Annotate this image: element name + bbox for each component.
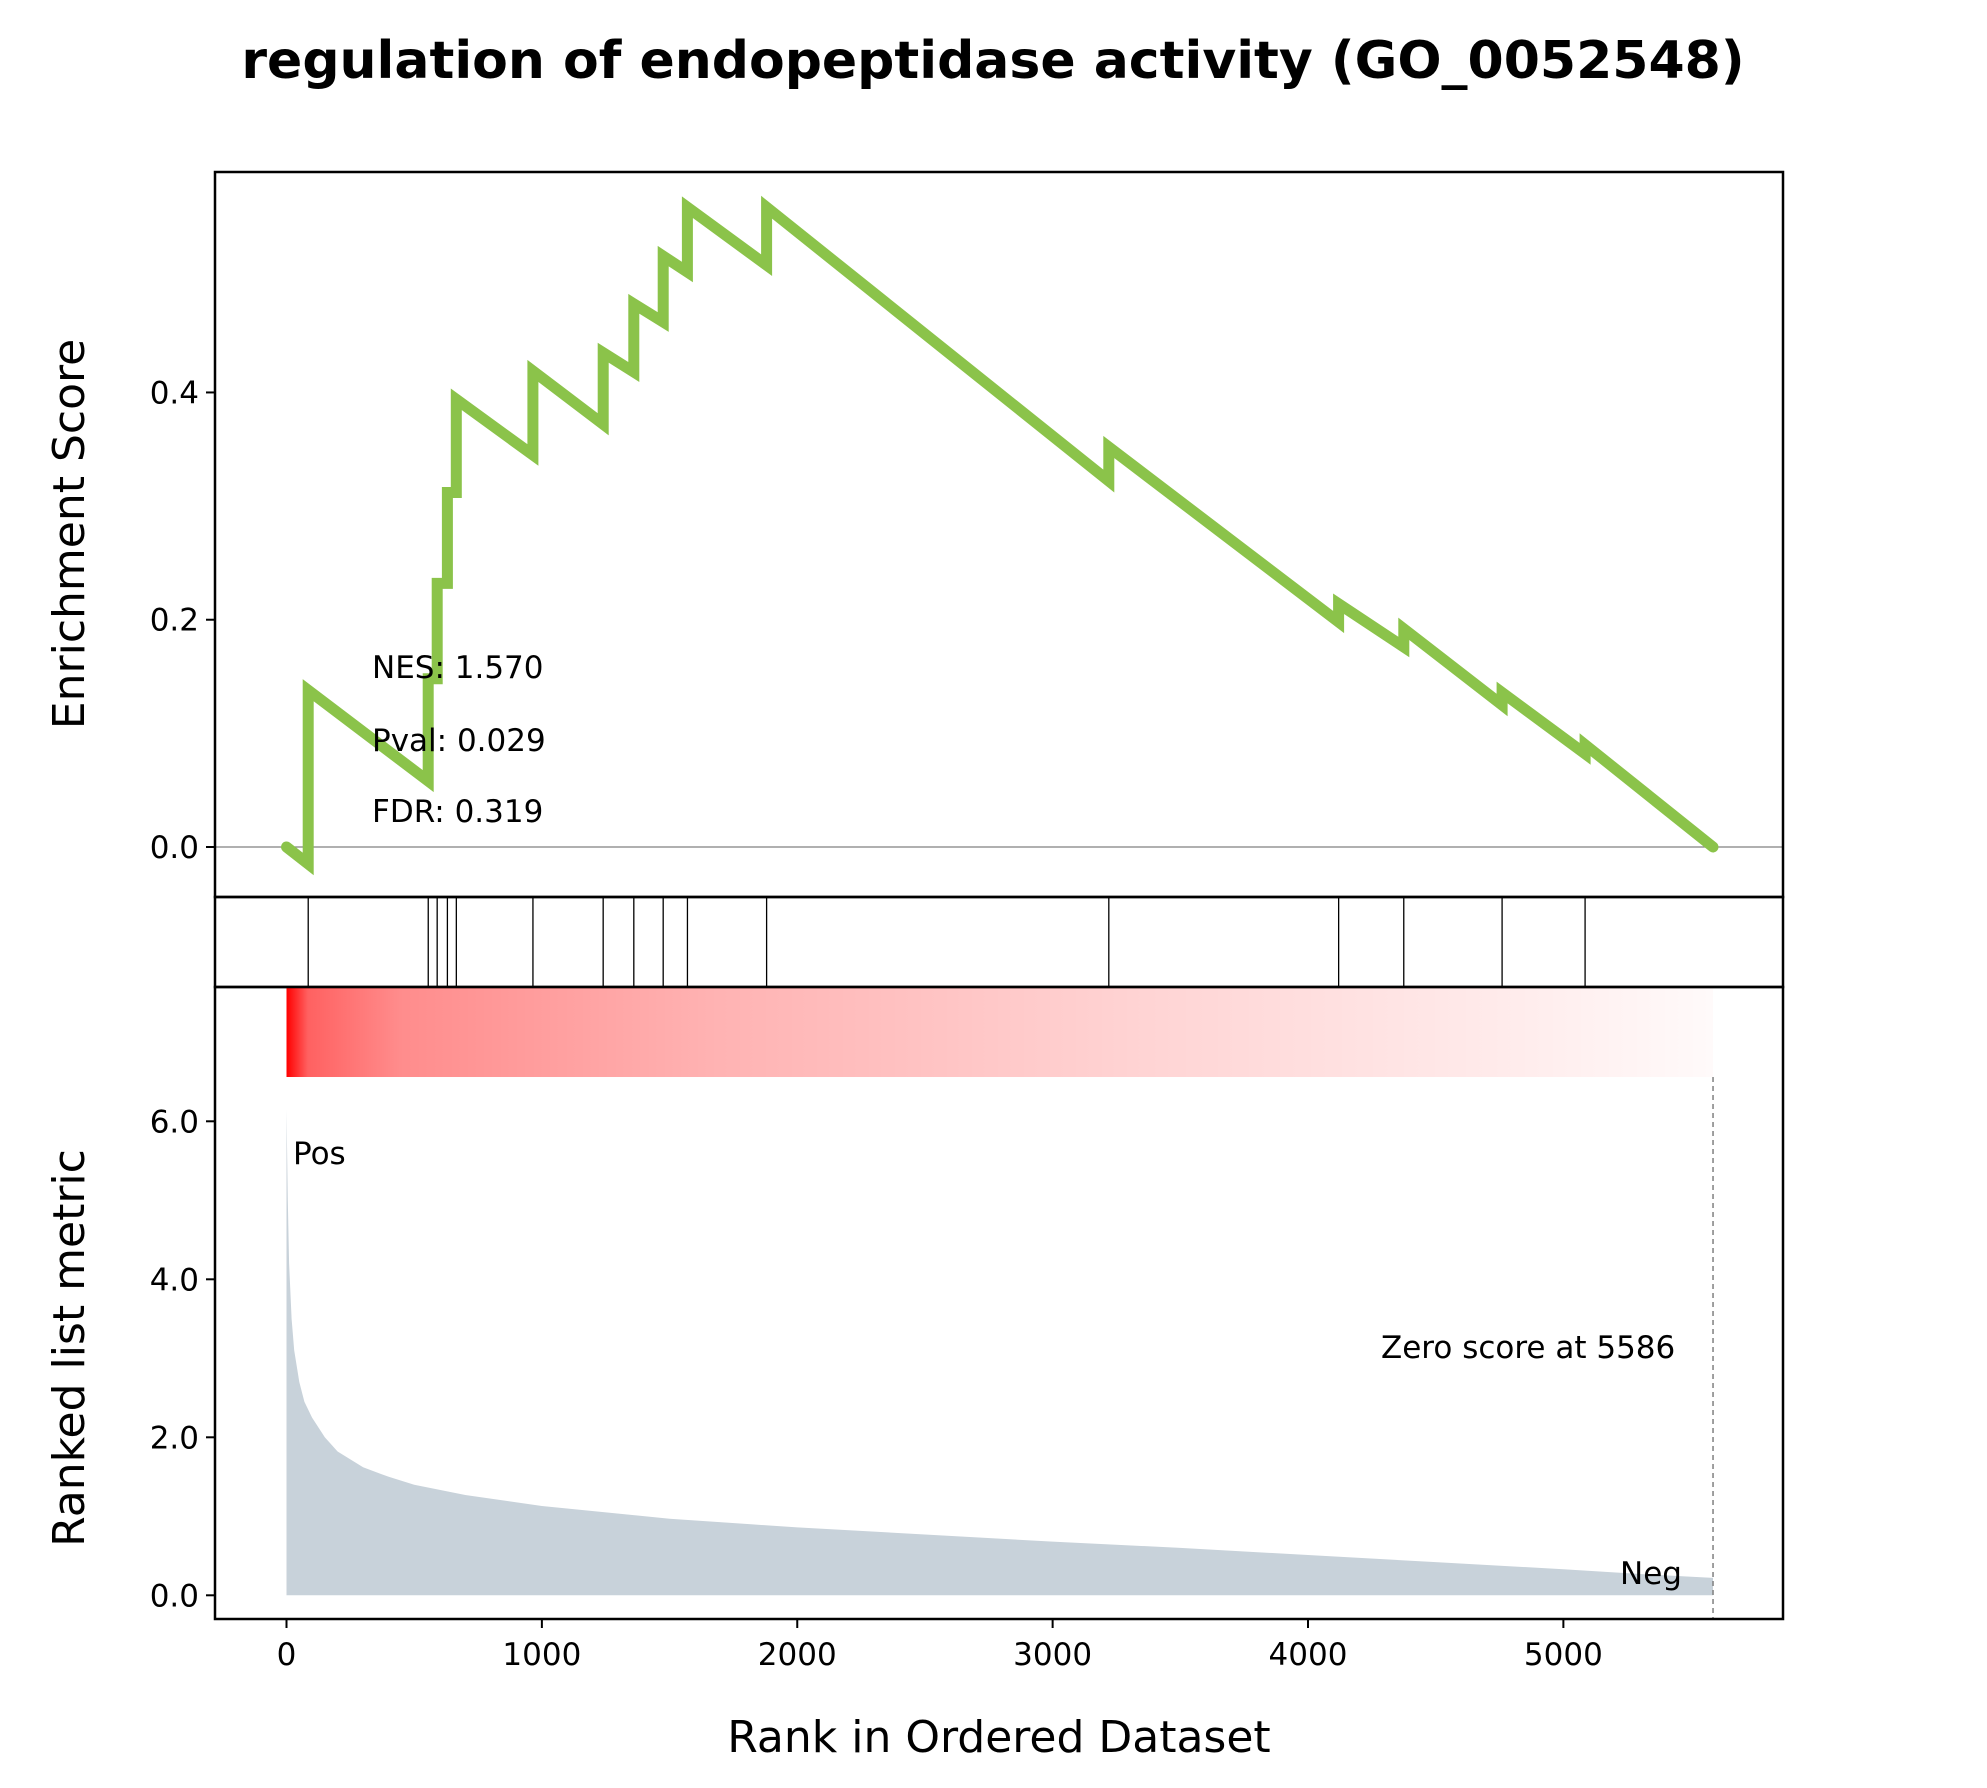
fdr-annotation: FDR: 0.319 bbox=[372, 794, 543, 830]
x-tick-label: 4000 bbox=[1269, 1637, 1348, 1673]
rank-heatmap-strip bbox=[286, 987, 1714, 1077]
enrichment-score-line bbox=[281, 195, 1719, 876]
x-tick-label: 5000 bbox=[1524, 1637, 1603, 1673]
enrichment-y-tick-label: 0.0 bbox=[150, 830, 199, 866]
metric-y-ticks: 0.0 2.0 4.0 6.0 bbox=[150, 1104, 215, 1614]
metric-y-tick-label: 4.0 bbox=[150, 1262, 199, 1298]
neg-label: Neg bbox=[1620, 1556, 1682, 1592]
nes-annotation: NES: 1.570 bbox=[372, 650, 544, 686]
metric-y-tick-label: 6.0 bbox=[150, 1104, 199, 1140]
enrichment-panel: 0.0 0.2 0.4 NES: 1.570 Pval: 0.029 FDR: 0.… bbox=[150, 170, 1785, 899]
enrichment-y-ticks: 0.0 0.2 0.4 bbox=[150, 375, 215, 866]
ranked-metric-area bbox=[286, 1109, 1713, 1596]
pval-annotation: Pval: 0.029 bbox=[372, 723, 546, 759]
x-tick-label: 2000 bbox=[758, 1637, 837, 1673]
x-tick-label: 3000 bbox=[1013, 1637, 1092, 1673]
chart-title: regulation of endopeptidase activity (GO… bbox=[241, 31, 1744, 91]
ranked-metric-frame bbox=[213, 985, 1785, 1621]
metric-y-tick-label: 0.0 bbox=[150, 1578, 199, 1614]
hits-panel bbox=[307, 897, 1586, 987]
metric-y-label: Ranked list metric bbox=[44, 1149, 95, 1547]
enrichment-y-tick-label: 0.2 bbox=[150, 603, 199, 639]
x-axis-ticks: 0 1000 2000 3000 4000 5000 bbox=[277, 1619, 1603, 1673]
hits-frame bbox=[213, 895, 1785, 989]
enrichment-y-label: Enrichment Score bbox=[44, 339, 95, 729]
x-tick-label: 1000 bbox=[502, 1637, 581, 1673]
x-tick-label: 0 bbox=[277, 1637, 297, 1673]
enrichment-y-tick-label: 0.4 bbox=[150, 375, 199, 411]
ranked-metric-panel: 0.0 2.0 4.0 6.0 Pos Neg Zero score at 5586 bbox=[150, 985, 1785, 1621]
x-axis-label: Rank in Ordered Dataset bbox=[727, 1712, 1270, 1763]
metric-y-tick-label: 2.0 bbox=[150, 1420, 199, 1456]
zero-score-annotation: Zero score at 5586 bbox=[1381, 1330, 1675, 1366]
pos-label: Pos bbox=[293, 1136, 346, 1172]
